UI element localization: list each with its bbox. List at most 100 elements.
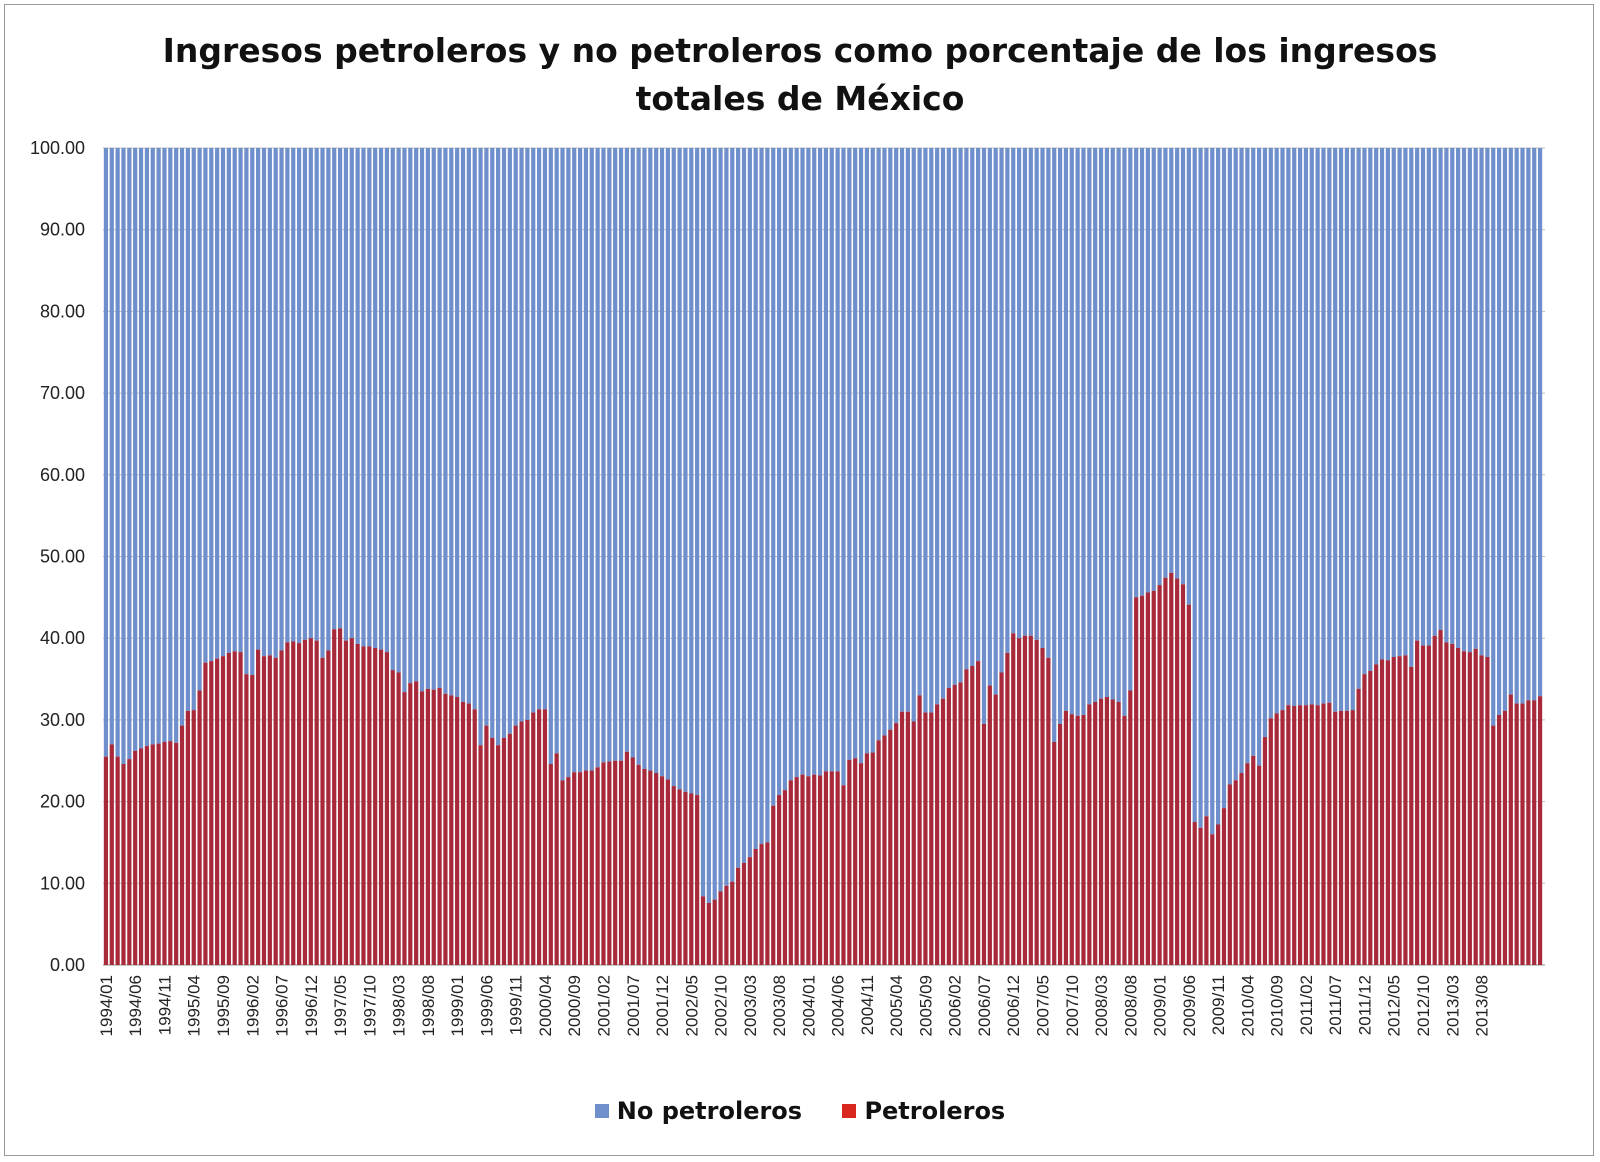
bar-no-petroleros [1286, 148, 1291, 706]
bar-petroleros [1093, 701, 1098, 965]
bar-petroleros [1028, 635, 1033, 965]
x-tick-label: 2003/08 [770, 975, 789, 1036]
bar-petroleros [952, 684, 957, 965]
bar-no-petroleros [1116, 148, 1121, 702]
bar-no-petroleros [209, 148, 214, 662]
bar-petroleros [882, 735, 887, 965]
bar-petroleros [525, 719, 530, 965]
bar-no-petroleros [577, 148, 583, 773]
bar-no-petroleros [630, 148, 635, 758]
bar-no-petroleros [1409, 148, 1414, 667]
bar-no-petroleros [1163, 148, 1168, 578]
bar-no-petroleros [449, 148, 454, 696]
bar-no-petroleros [1420, 148, 1426, 646]
bar-petroleros [923, 712, 928, 965]
bar-no-petroleros [1081, 148, 1086, 715]
bar-no-petroleros [747, 148, 752, 858]
bar-no-petroleros [806, 148, 811, 777]
bar-no-petroleros [858, 148, 864, 764]
x-tick-label: 1998/08 [419, 975, 438, 1036]
bar-petroleros [1426, 645, 1431, 965]
bar-no-petroleros [695, 148, 700, 796]
bar-petroleros [823, 771, 829, 965]
y-tick-label: 90.00 [40, 220, 85, 240]
bar-no-petroleros [513, 148, 518, 726]
bar-petroleros [472, 709, 477, 965]
bar-no-petroleros [753, 148, 758, 849]
bar-petroleros [238, 652, 243, 965]
bar-no-petroleros [1104, 148, 1110, 698]
bar-petroleros [1104, 697, 1110, 965]
bar-petroleros [355, 643, 360, 965]
bar-petroleros [1356, 688, 1361, 965]
bar-no-petroleros [1496, 148, 1502, 715]
bar-petroleros [1233, 780, 1238, 965]
bar-petroleros [1403, 655, 1408, 965]
bar-no-petroleros [1450, 148, 1455, 644]
bar-no-petroleros [835, 148, 840, 772]
bar-petroleros [1532, 700, 1537, 965]
x-tick-label: 2007/05 [1034, 975, 1053, 1036]
bar-petroleros [724, 885, 729, 965]
bar-petroleros [1280, 710, 1285, 965]
bar-no-petroleros [1362, 148, 1367, 675]
bar-petroleros [548, 764, 553, 965]
bar-petroleros [812, 774, 817, 965]
bar-petroleros [1286, 705, 1291, 965]
bar-no-petroleros [1461, 148, 1467, 652]
bar-no-petroleros [741, 148, 747, 863]
bar-no-petroleros [384, 148, 390, 653]
bar-no-petroleros [326, 148, 331, 651]
bar-no-petroleros [876, 148, 881, 741]
bar-no-petroleros [1110, 148, 1115, 700]
bar-no-petroleros [1415, 148, 1420, 641]
bar-no-petroleros [730, 148, 735, 882]
x-tick-label: 1999/01 [448, 975, 467, 1036]
y-tick-label: 80.00 [40, 301, 85, 321]
bar-petroleros [583, 770, 589, 965]
bar-no-petroleros [378, 148, 384, 650]
bar-petroleros [197, 690, 202, 965]
bar-petroleros [1262, 737, 1268, 965]
bar-no-petroleros [1297, 148, 1303, 706]
bar-no-petroleros [665, 148, 670, 780]
x-tick-label: 1994/01 [97, 975, 116, 1036]
bar-petroleros [1169, 572, 1174, 965]
bar-no-petroleros [958, 148, 963, 683]
x-tick-label: 2009/11 [1209, 975, 1228, 1035]
bar-no-petroleros [917, 148, 922, 696]
bar-no-petroleros [1245, 148, 1250, 764]
bar-petroleros [1245, 763, 1250, 965]
bar-petroleros [1327, 702, 1332, 965]
x-tick-label: 1995/04 [185, 975, 204, 1036]
bar-petroleros [572, 772, 577, 965]
bar-no-petroleros [460, 148, 466, 702]
bar-no-petroleros [1233, 148, 1238, 781]
bar-petroleros [835, 771, 840, 965]
bar-petroleros [1151, 590, 1156, 965]
bar-no-petroleros [291, 148, 296, 642]
bar-no-petroleros [1040, 148, 1045, 649]
x-tick-label: 2009/06 [1180, 975, 1199, 1036]
bar-petroleros [648, 770, 653, 965]
bar-petroleros [1368, 670, 1373, 965]
bar-no-petroleros [1210, 148, 1215, 835]
x-tick-label: 2002/10 [712, 975, 731, 1036]
x-tick-label: 2004/11 [858, 975, 877, 1035]
bar-no-petroleros [776, 148, 782, 796]
bar-petroleros [1204, 816, 1209, 965]
bar-no-petroleros [864, 148, 870, 754]
bar-petroleros [677, 789, 682, 965]
bar-petroleros [460, 701, 466, 965]
x-tick-label: 1994/11 [155, 975, 174, 1035]
bar-no-petroleros [981, 148, 987, 724]
bar-petroleros [1379, 659, 1385, 965]
bar-no-petroleros [987, 148, 992, 686]
bar-no-petroleros [256, 148, 261, 650]
bar-petroleros [1210, 834, 1215, 965]
bar-no-petroleros [1256, 148, 1262, 766]
bar-no-petroleros [144, 148, 150, 747]
bar-petroleros [718, 891, 723, 965]
x-tick-label: 2001/02 [594, 975, 613, 1036]
bar-no-petroleros [437, 148, 442, 689]
